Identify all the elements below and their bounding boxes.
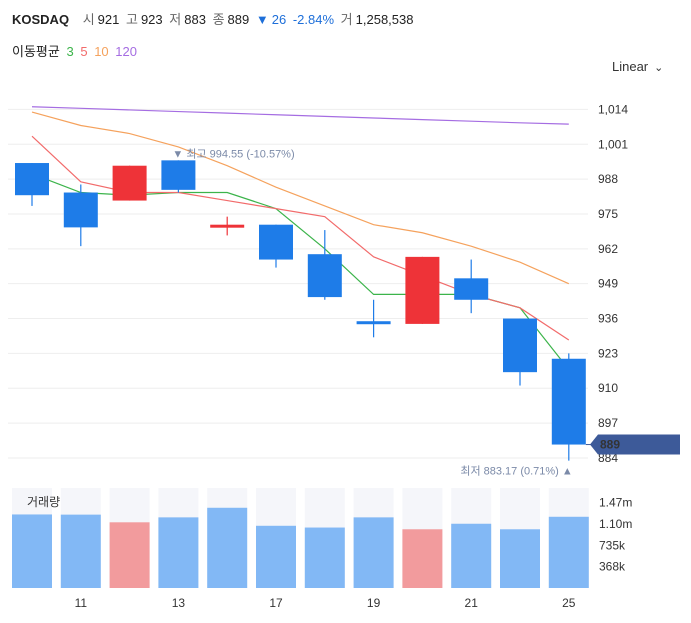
- low-label: 저: [169, 12, 182, 27]
- ma-legend-label: 이동평균: [12, 44, 60, 59]
- ma-legend-item-3[interactable]: 3: [66, 44, 74, 59]
- low-marker-label: 최저 883.17 (0.71%) ▲: [460, 465, 572, 478]
- volume-bar: [451, 523, 492, 588]
- open-label: 시: [82, 12, 95, 27]
- price-tick-label: 949: [598, 277, 618, 291]
- volume-bar: [402, 529, 443, 588]
- volume-tick-label: 1.10m: [599, 517, 632, 531]
- ma-line-10: [31, 111, 570, 285]
- x-tick-label: 19: [367, 596, 381, 610]
- candle-body: [112, 165, 147, 201]
- candle-body: [210, 224, 245, 228]
- volume-bar: [353, 517, 394, 588]
- moving-average-legend: 이동평균 3 5 10 120: [12, 41, 140, 60]
- candle-body: [63, 192, 98, 228]
- x-tick-label: 25: [562, 596, 576, 610]
- volume-bar: [109, 522, 150, 588]
- price-tick-label: 988: [598, 172, 618, 186]
- price-tick-label: 975: [598, 207, 618, 221]
- price-tick-label: 1,001: [598, 137, 628, 151]
- high-label: 고: [125, 12, 138, 27]
- candle-body: [551, 358, 586, 445]
- candle-body: [454, 278, 489, 300]
- open-value: 921: [97, 12, 120, 27]
- change-percent: -2.84%: [292, 12, 335, 27]
- volume-bar: [158, 517, 199, 588]
- volume-bar: [500, 529, 540, 588]
- x-tick-label: 21: [465, 596, 479, 610]
- ma-legend-item-5[interactable]: 5: [80, 44, 88, 59]
- chevron-down-icon: ⌄: [654, 62, 664, 74]
- candle-body: [15, 163, 49, 196]
- candle-body: [259, 224, 293, 260]
- symbol-name: KOSDAQ: [12, 12, 70, 27]
- candle-body: [161, 160, 196, 190]
- candle-body: [356, 321, 391, 325]
- ma-line-120: [31, 106, 569, 125]
- x-tick-label: 13: [172, 596, 186, 610]
- candle-body: [503, 318, 537, 373]
- ma-line-5: [31, 135, 570, 341]
- volume-title: 거래량: [27, 495, 60, 509]
- candle-body: [307, 254, 342, 298]
- volume-label: 거: [340, 12, 353, 27]
- price-tick-label: 936: [598, 312, 618, 326]
- volume-bar: [12, 514, 52, 588]
- ma-legend-item-10[interactable]: 10: [94, 44, 109, 59]
- close-value: 889: [227, 12, 250, 27]
- volume-bar: [207, 507, 248, 588]
- change-down-arrow-icon: ▼: [255, 12, 269, 27]
- price-tick-label: 897: [598, 416, 618, 430]
- current-price-badge: [590, 434, 680, 455]
- volume-bar: [548, 516, 589, 588]
- price-tick-label: 923: [598, 346, 618, 360]
- volume-bar: [304, 527, 345, 588]
- high-marker-label: ▼ 최고 994.55 (-10.57%): [172, 147, 294, 160]
- x-tick-label: 17: [269, 596, 283, 610]
- price-tick-label: 962: [598, 242, 618, 256]
- price-tick-label: 1,014: [598, 102, 628, 116]
- scale-dropdown-value: Linear: [612, 59, 649, 74]
- ma-legend-item-120[interactable]: 120: [115, 44, 137, 59]
- volume-tick-label: 735k: [599, 538, 626, 552]
- volume-value: 1,258,538: [355, 12, 414, 27]
- ma-line-3: [31, 173, 570, 370]
- scale-dropdown[interactable]: Linear ⌄: [612, 59, 663, 74]
- low-value: 883: [184, 12, 206, 27]
- current-price-label: 889: [600, 438, 620, 452]
- candle-body: [405, 256, 440, 324]
- volume-bar: [256, 525, 296, 588]
- change-value: 26: [271, 12, 287, 27]
- volume-tick-label: 1.47m: [599, 496, 632, 510]
- x-tick-label: 11: [75, 596, 88, 610]
- price-tick-label: 910: [598, 381, 618, 395]
- high-value: 923: [140, 12, 163, 27]
- close-label: 종: [212, 12, 225, 27]
- volume-tick-label: 368k: [599, 560, 626, 574]
- volume-bar: [60, 514, 101, 588]
